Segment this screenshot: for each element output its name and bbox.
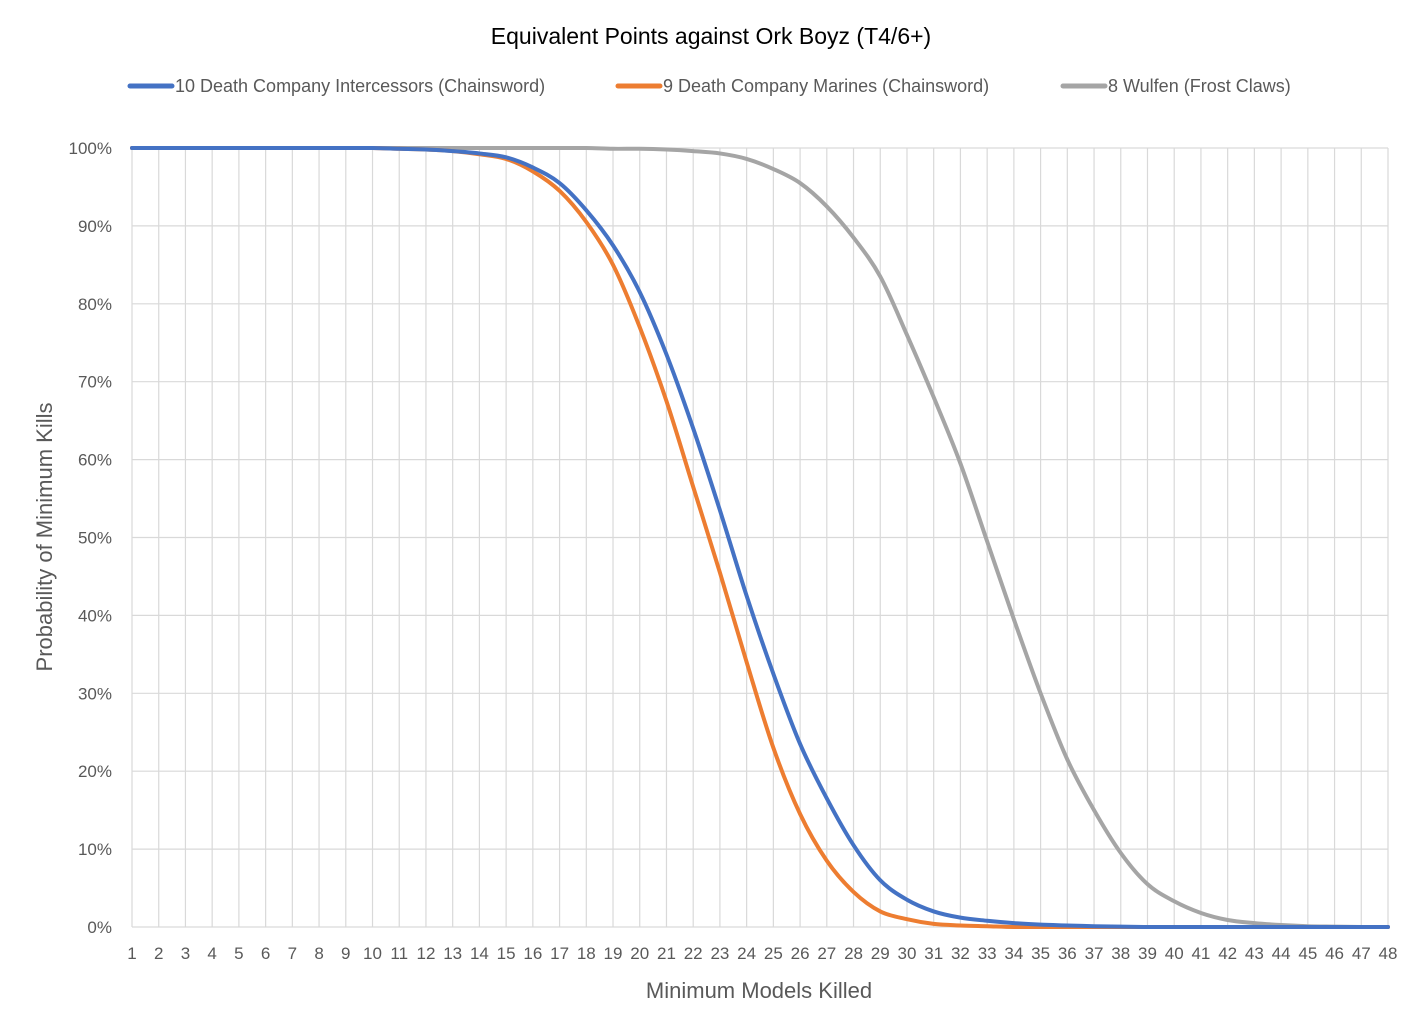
x-tick-label: 35 (1031, 944, 1050, 963)
x-tick-label: 23 (710, 944, 729, 963)
x-axis-label: Minimum Models Killed (646, 978, 872, 1003)
x-tick-label: 37 (1085, 944, 1104, 963)
x-tick-label: 24 (737, 944, 756, 963)
x-tick-label: 46 (1325, 944, 1344, 963)
x-tick-label: 12 (416, 944, 435, 963)
y-tick-label: 90% (78, 217, 112, 236)
x-tick-label: 40 (1165, 944, 1184, 963)
x-tick-label: 19 (604, 944, 623, 963)
y-tick-label: 10% (78, 840, 112, 859)
x-tick-label: 42 (1218, 944, 1237, 963)
x-tick-label: 41 (1191, 944, 1210, 963)
x-tick-label: 13 (443, 944, 462, 963)
x-tick-label: 45 (1298, 944, 1317, 963)
x-tick-label: 11 (390, 944, 408, 963)
x-tick-label: 21 (657, 944, 676, 963)
y-tick-label: 50% (78, 529, 112, 548)
chart-title: Equivalent Points against Ork Boyz (T4/6… (491, 23, 931, 49)
y-tick-label: 60% (78, 451, 112, 470)
x-tick-label: 34 (1004, 944, 1023, 963)
legend-entry-1: 10 Death Company Intercessors (Chainswor… (175, 76, 545, 96)
y-tick-label: 30% (78, 684, 112, 703)
x-tick-label: 4 (207, 944, 216, 963)
y-axis-label: Probability of Minimum Kills (32, 403, 57, 672)
x-tick-label: 25 (764, 944, 783, 963)
x-tick-label: 31 (924, 944, 943, 963)
x-tick-label: 44 (1272, 944, 1291, 963)
x-tick-label: 6 (261, 944, 270, 963)
x-tick-label: 15 (497, 944, 516, 963)
x-tick-label: 32 (951, 944, 970, 963)
x-tick-label: 14 (470, 944, 489, 963)
x-tick-label: 8 (314, 944, 323, 963)
x-tick-label: 17 (550, 944, 569, 963)
series-line-1 (130, 145, 1390, 930)
x-axis-ticks: 1 2 3 4 5 6 7 8 9 10 11 12 13 14 15 16 17 18 19 20 21 22 23 24 2… (127, 944, 1397, 963)
x-tick-label: 28 (844, 944, 863, 963)
legend: 10 Death Company Intercessors (Chainswor… (127, 76, 1291, 96)
y-tick-label: 70% (78, 373, 112, 392)
x-tick-label: 18 (577, 944, 596, 963)
x-tick-label: 22 (684, 944, 703, 963)
y-tick-label: 40% (78, 606, 112, 625)
x-tick-label: 7 (288, 944, 297, 963)
x-tick-label: 10 (363, 944, 382, 963)
y-axis-ticks: 0% 10% 20% 30% 40% 50% 60% 70% 80% 90% 100% (69, 139, 112, 937)
x-tick-label: 47 (1352, 944, 1371, 963)
x-tick-label: 27 (817, 944, 836, 963)
x-tick-label: 36 (1058, 944, 1077, 963)
x-tick-label: 43 (1245, 944, 1264, 963)
x-tick-label: 9 (341, 944, 350, 963)
x-tick-label: 5 (234, 944, 243, 963)
x-tick-label: 3 (181, 944, 190, 963)
gridlines (131, 147, 1389, 928)
x-tick-label: 26 (791, 944, 810, 963)
legend-entry-3: 8 Wulfen (Frost Claws) (1108, 76, 1291, 96)
x-tick-label: 30 (898, 944, 917, 963)
x-tick-label: 48 (1379, 944, 1398, 963)
x-tick-label: 2 (154, 944, 163, 963)
x-tick-label: 20 (630, 944, 649, 963)
x-tick-label: 39 (1138, 944, 1157, 963)
series-lines (130, 145, 1390, 930)
y-tick-label: 20% (78, 762, 112, 781)
x-tick-label: 16 (523, 944, 542, 963)
y-tick-label: 80% (78, 295, 112, 314)
x-tick-label: 38 (1111, 944, 1130, 963)
x-tick-label: 1 (127, 944, 136, 963)
y-tick-label: 100% (69, 139, 112, 158)
y-tick-label: 0% (87, 918, 112, 937)
x-tick-label: 33 (978, 944, 997, 963)
x-tick-label: 29 (871, 944, 890, 963)
legend-entry-2: 9 Death Company Marines (Chainsword) (663, 76, 989, 96)
